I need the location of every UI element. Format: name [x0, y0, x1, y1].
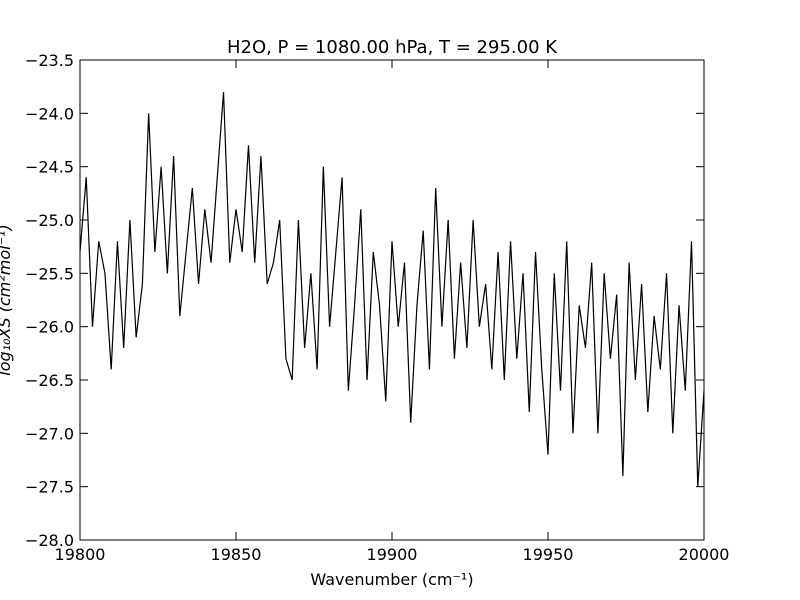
x-axis-label: Wavenumber (cm⁻¹)	[310, 570, 473, 589]
x-tick-label: 19850	[211, 545, 262, 564]
x-tick-label: 19950	[523, 545, 574, 564]
y-tick-label: −25.0	[25, 211, 74, 230]
y-tick-label: −24.0	[25, 104, 74, 123]
y-tick-label: −25.5	[25, 264, 74, 283]
y-tick-label: −28.0	[25, 531, 74, 550]
x-tick-label: 19900	[367, 545, 418, 564]
plot-frame	[79, 59, 705, 541]
y-tick-label: −27.5	[25, 478, 74, 497]
y-axis-label: log₁₀XS (cm²mol⁻¹)	[0, 224, 14, 375]
spectrum-line	[79, 91, 705, 487]
chart-title: H2O, P = 1080.00 hPa, T = 295.00 K	[227, 37, 558, 58]
x-tick-label: 20000	[679, 545, 730, 564]
y-tick-label: −23.5	[25, 51, 74, 70]
y-tick-label: −26.0	[25, 318, 74, 337]
x-tick-label: 19800	[55, 545, 106, 564]
y-tick-label: −27.0	[25, 424, 74, 443]
y-tick-label: −24.5	[25, 158, 74, 177]
y-tick-label: −26.5	[25, 371, 74, 390]
